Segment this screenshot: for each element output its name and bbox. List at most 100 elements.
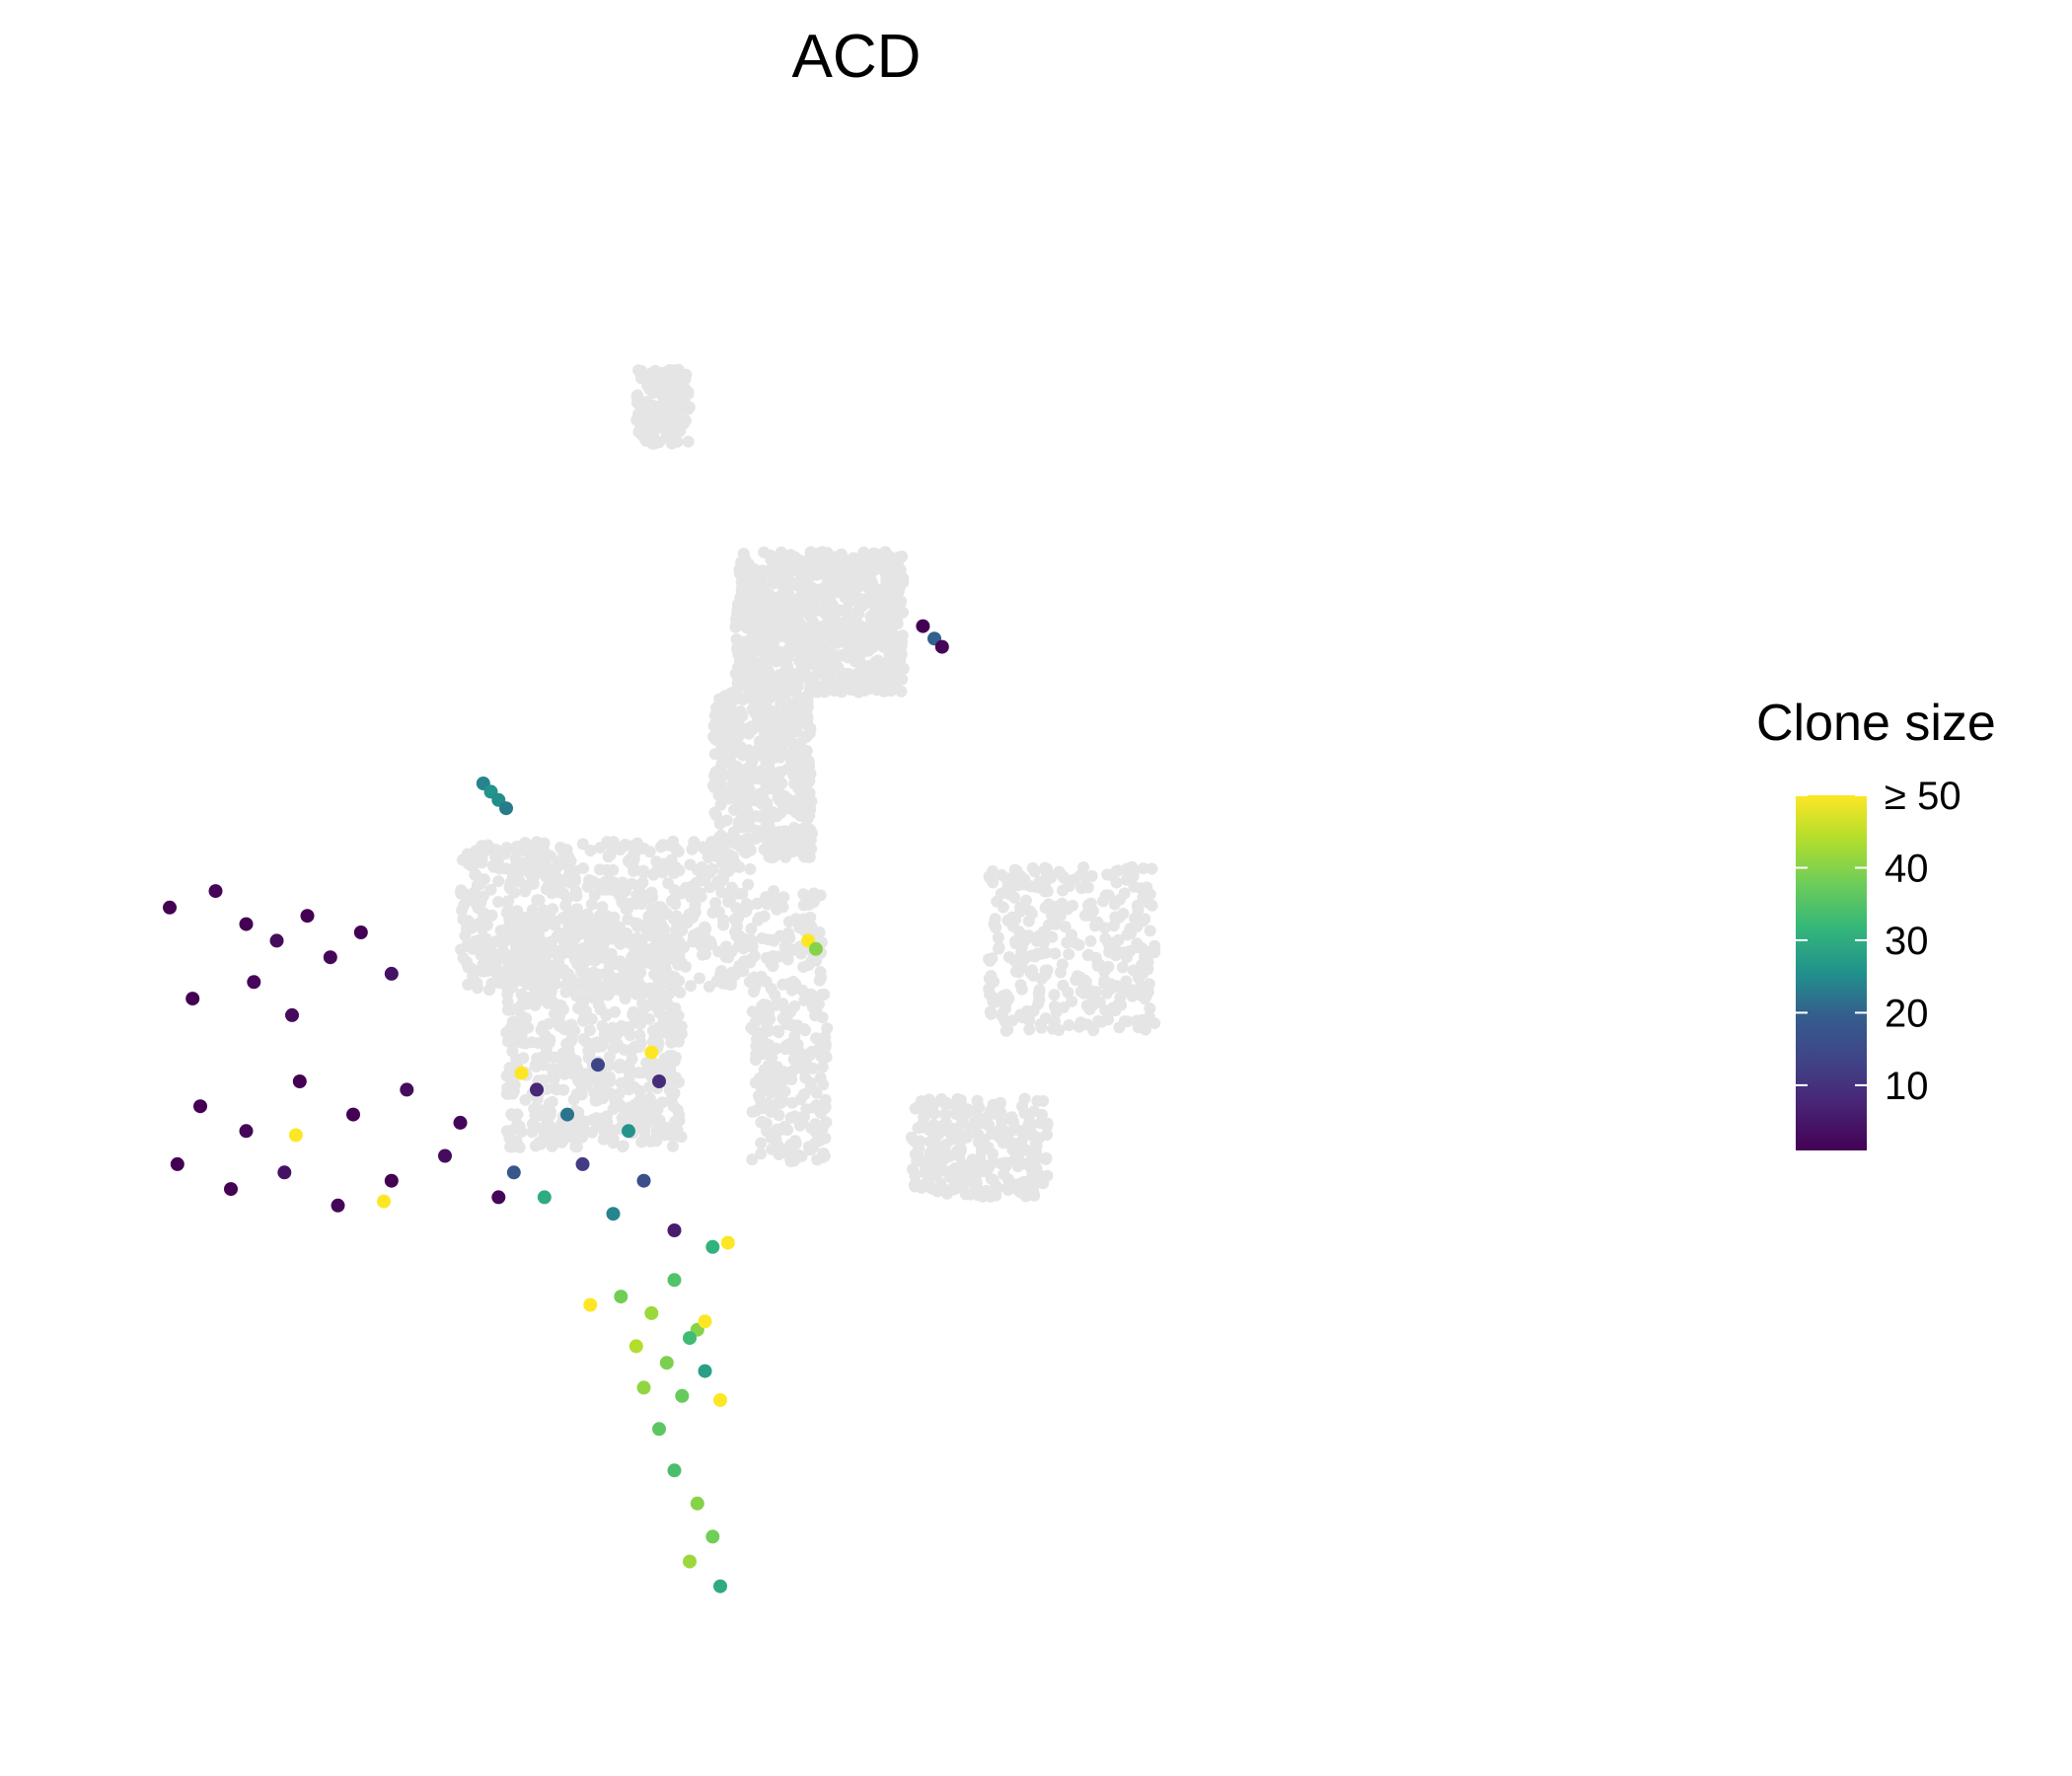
background-point-5-290 xyxy=(1009,865,1022,878)
background-point-5-81 xyxy=(1046,930,1059,943)
background-point-2-417 xyxy=(740,725,753,738)
clone-point-1-11 xyxy=(438,1148,452,1163)
background-point-3-590 xyxy=(699,874,711,887)
background-point-1-890 xyxy=(796,565,809,578)
background-point-1-713 xyxy=(737,548,750,560)
background-point-3-201 xyxy=(636,876,649,889)
background-point-2-393 xyxy=(744,773,757,784)
background-point-5-299 xyxy=(1091,916,1104,928)
background-point-1-898 xyxy=(812,593,825,606)
background-point-4-580 xyxy=(596,944,609,957)
background-point-1-778 xyxy=(780,619,792,631)
background-point-1-585 xyxy=(895,685,908,698)
background-point-5-142 xyxy=(1127,964,1140,977)
background-point-5-240 xyxy=(1039,968,1052,981)
background-point-5-281 xyxy=(1022,915,1035,927)
background-point-6-239 xyxy=(978,1133,990,1146)
background-point-1-857 xyxy=(852,674,865,687)
background-point-6-217 xyxy=(913,1143,925,1155)
background-point-4-520 xyxy=(601,978,614,991)
background-point-4-655 xyxy=(577,942,590,954)
background-point-4-673 xyxy=(622,1060,634,1073)
background-point-5-267 xyxy=(1009,937,1022,950)
clone-point-6-0 xyxy=(698,1314,712,1329)
background-point-7-258 xyxy=(791,1044,804,1057)
background-point-4-652 xyxy=(576,992,589,1004)
background-point-6-87 xyxy=(931,1185,944,1198)
background-point-7-242 xyxy=(798,913,811,925)
background-point-3-577 xyxy=(537,904,550,917)
background-point-5-89 xyxy=(1116,961,1129,974)
background-point-1-812 xyxy=(758,649,771,662)
background-point-1-878 xyxy=(774,630,786,643)
background-point-3-288 xyxy=(717,919,730,931)
background-point-4-506 xyxy=(593,935,606,948)
background-point-5-227 xyxy=(1014,905,1027,918)
background-point-4-630 xyxy=(642,1093,655,1106)
clone-point-0-7 xyxy=(384,966,399,981)
background-point-4-631 xyxy=(636,998,649,1010)
background-point-1-872 xyxy=(777,649,789,662)
background-point-0-119 xyxy=(631,389,644,402)
background-point-5-136 xyxy=(1109,949,1122,962)
background-point-3-541 xyxy=(476,840,488,852)
background-point-4-619 xyxy=(663,987,676,999)
background-point-3-417 xyxy=(485,909,498,922)
background-point-7-278 xyxy=(794,947,807,960)
background-point-5-257 xyxy=(1002,993,1015,1005)
background-point-6-242 xyxy=(1034,1176,1047,1189)
background-point-2-303 xyxy=(772,791,784,804)
clone-point-4-1 xyxy=(644,1045,659,1060)
background-point-2-410 xyxy=(803,775,816,787)
background-point-4-629 xyxy=(621,932,633,945)
background-point-6-240 xyxy=(908,1179,921,1191)
background-point-1-743 xyxy=(820,566,833,579)
background-point-3-345 xyxy=(468,886,481,899)
background-point-1-837 xyxy=(856,639,869,652)
background-point-4-657 xyxy=(560,1064,573,1076)
background-point-4-683 xyxy=(514,1025,527,1038)
background-point-5-307 xyxy=(1095,1015,1108,1028)
background-point-6-160 xyxy=(928,1107,941,1120)
background-point-7-291 xyxy=(758,910,771,923)
background-point-3-242 xyxy=(706,906,719,919)
background-point-5-309 xyxy=(1102,889,1115,902)
background-point-3-536 xyxy=(659,860,672,873)
background-point-7-97 xyxy=(763,1024,776,1037)
background-point-5-8 xyxy=(1063,1019,1075,1032)
background-point-4-4 xyxy=(603,1059,616,1072)
background-point-4-315 xyxy=(589,1072,602,1084)
background-point-2-404 xyxy=(722,704,735,717)
clone-point-0-5 xyxy=(323,950,337,965)
legend-tick-label-4: ≥ 50 xyxy=(1885,775,1961,818)
background-point-1-880 xyxy=(818,684,831,697)
background-point-3-564 xyxy=(698,937,710,949)
background-point-3-390 xyxy=(738,845,751,857)
background-point-7-194 xyxy=(764,1012,777,1025)
background-point-7-266 xyxy=(768,885,780,898)
background-point-6-126 xyxy=(1040,1153,1052,1165)
background-point-3-587 xyxy=(687,911,699,924)
background-point-4-362 xyxy=(573,1000,585,1013)
background-point-6-229 xyxy=(977,1190,990,1203)
background-point-4-660 xyxy=(569,1141,582,1152)
background-point-3-552 xyxy=(497,847,510,859)
background-point-4-685 xyxy=(631,918,644,930)
background-point-5-178 xyxy=(986,952,999,965)
background-point-5-277 xyxy=(1053,865,1066,878)
clone-point-0-0 xyxy=(163,900,177,915)
clone-point-5-4 xyxy=(629,1339,643,1354)
clone-point-1-8 xyxy=(277,1165,292,1180)
background-point-2-368 xyxy=(722,768,735,780)
background-point-4-207 xyxy=(652,912,665,925)
background-point-5-291 xyxy=(1118,887,1131,900)
background-point-1-864 xyxy=(863,683,876,695)
background-point-4-656 xyxy=(593,1120,606,1133)
background-point-7-185 xyxy=(810,1086,823,1099)
background-point-2-413 xyxy=(775,807,787,819)
background-point-1-777 xyxy=(733,563,746,576)
clone-point-0-10 xyxy=(285,1007,299,1022)
background-point-7-197 xyxy=(816,1061,829,1073)
background-point-3-476 xyxy=(462,978,475,991)
background-point-1-823 xyxy=(833,561,846,574)
